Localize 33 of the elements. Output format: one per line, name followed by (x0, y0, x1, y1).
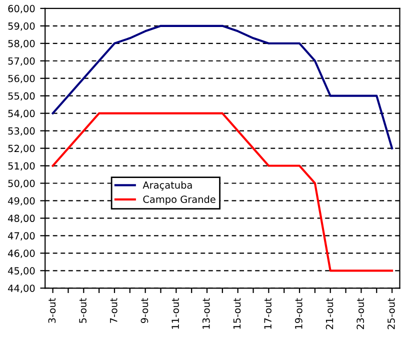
y-tick-label: 48,00 (8, 214, 35, 224)
y-tick-label: 49,00 (8, 197, 35, 206)
y-tick-label: 58,00 (8, 40, 35, 48)
y-tick-label: 57,00 (8, 57, 35, 66)
y-tick-label: 54,00 (8, 110, 35, 118)
x-tick-label: 7-out (110, 298, 118, 323)
y-tick-label: 46,00 (8, 250, 35, 258)
x-tick-label: 19-out (294, 298, 302, 329)
y-tick-label: 59,00 (8, 22, 35, 31)
y-tick-label: 51,00 (8, 162, 35, 171)
legend-label: Araçatuba (142, 181, 192, 190)
line-series (52, 24, 394, 150)
y-tick-label: 56,00 (8, 74, 35, 84)
y-tick-label: 60,00 (8, 4, 35, 14)
y-tick-label: 50,00 (8, 180, 35, 188)
x-tick-label: 17-out (264, 298, 272, 329)
legend-label: Campo Grande (143, 195, 216, 205)
x-tick-label: 25-out (388, 298, 395, 330)
line-series (52, 112, 394, 272)
x-tick-label: 21-out (326, 298, 334, 330)
y-tick-label: 52,00 (8, 144, 35, 154)
x-tick-label: 11-out (172, 298, 179, 329)
x-tick-label: 5-out (79, 298, 86, 323)
x-tick-label: 13-out (202, 298, 210, 329)
y-tick-label: 53,00 (8, 127, 35, 136)
y-tick-label: 45,00 (8, 267, 35, 276)
y-tick-label: 44,00 (8, 284, 35, 293)
y-tick-label: 55,00 (8, 92, 35, 101)
x-tick-label: 23-out (356, 298, 364, 330)
x-tick-label: 3-out (48, 298, 56, 323)
y-tick-label: 47,00 (8, 232, 35, 241)
x-tick-label: 15-out (233, 298, 241, 329)
x-tick-label: 9-out (140, 298, 148, 324)
